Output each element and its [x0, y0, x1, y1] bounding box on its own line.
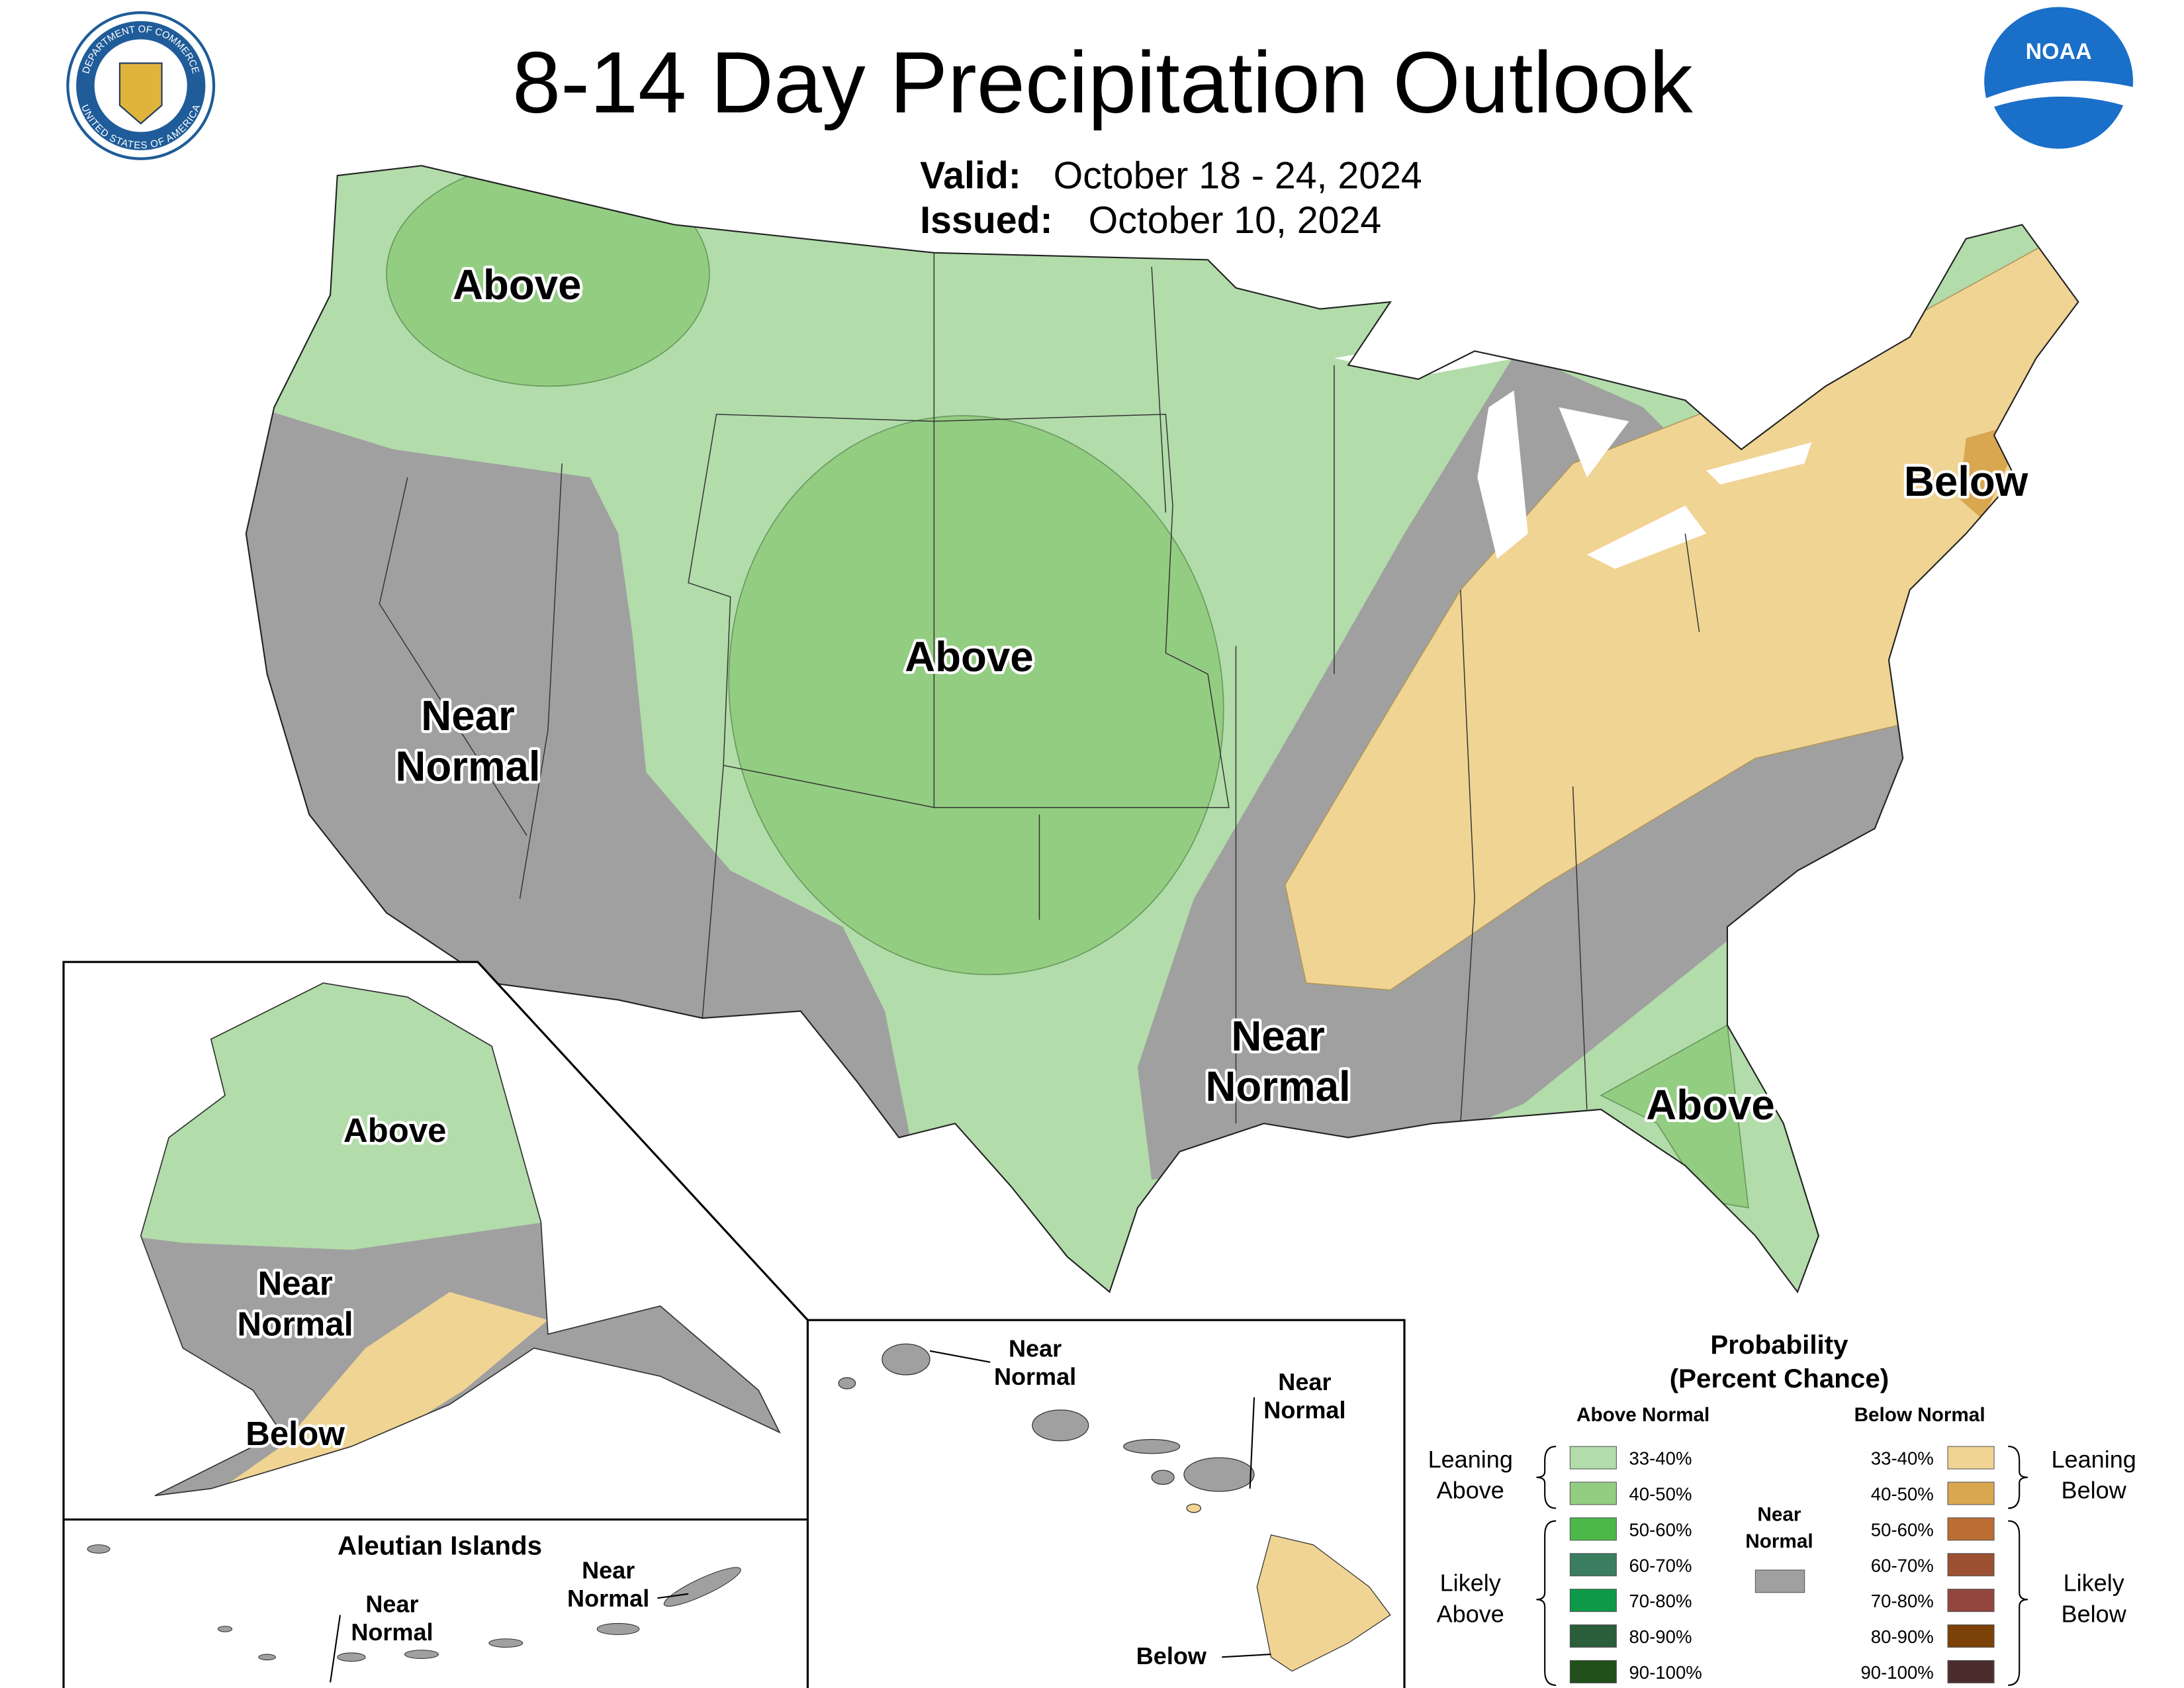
legend-group-label: Leaning	[2052, 1446, 2136, 1473]
legend-group-label: Likely	[2064, 1570, 2124, 1597]
hawaii-leaders	[929, 1350, 1271, 1658]
legend-swatch	[1569, 1553, 1617, 1577]
legend-item-label: 90-100%	[1860, 1662, 1933, 1683]
conus-outline	[245, 165, 2079, 1293]
state-borders	[379, 252, 1700, 1124]
legend-group-label: Above	[1437, 1600, 1504, 1627]
legend-item-label: 90-100%	[1629, 1662, 1702, 1683]
legend-group-label: Below	[2062, 1600, 2127, 1627]
region-above-florida	[1600, 1024, 1749, 1209]
legend-swatch	[1569, 1589, 1617, 1613]
hawaii-label: Below	[1136, 1642, 1207, 1669]
region-label: Normal	[1205, 1063, 1350, 1110]
ak-below	[210, 1291, 548, 1496]
aleutian-leaders	[330, 1593, 689, 1683]
aleutian-label: Normal	[567, 1585, 649, 1612]
legend-group-label: Below	[2062, 1477, 2127, 1504]
aleutian-islands	[87, 1544, 741, 1662]
legend-swatch	[1569, 1624, 1617, 1648]
legend-item-label: 50-60%	[1871, 1519, 1934, 1540]
aleutian-title: Aleutian Islands	[338, 1530, 542, 1560]
issued-label: Issued:	[920, 199, 1053, 242]
legend-item-label: 50-60%	[1629, 1519, 1692, 1540]
alaska-label: Below	[246, 1415, 345, 1452]
legend-group-label: Likely	[1440, 1570, 1501, 1597]
region-label: Near	[1231, 1013, 1324, 1060]
valid-label: Valid:	[920, 154, 1021, 197]
legend-title: Probability	[1710, 1330, 1848, 1360]
commerce-seal	[66, 11, 216, 160]
hawaii-label: Near	[1278, 1368, 1331, 1395]
legend-title: (Percent Chance)	[1670, 1364, 1889, 1393]
hawaii-islands	[838, 1343, 1391, 1672]
legend-swatch	[1947, 1660, 1995, 1683]
legend-swatch	[1947, 1553, 1995, 1577]
region-label: Below	[1904, 458, 2028, 505]
region-label: Normal	[395, 743, 540, 790]
legend-swatch	[1947, 1624, 1995, 1648]
legend-swatch	[1569, 1517, 1617, 1541]
legend-swatch	[1569, 1446, 1617, 1470]
legend-swatch	[1569, 1481, 1617, 1505]
legend-item-label: 80-90%	[1871, 1626, 1934, 1647]
legend-item-label: 60-70%	[1871, 1555, 1934, 1575]
aleutian-label: Near	[582, 1557, 635, 1584]
legend-item-label: 70-80%	[1871, 1591, 1934, 1611]
hawaii-label: Near	[1009, 1335, 1062, 1362]
legend-heading: Above Normal	[1576, 1404, 1709, 1426]
legend-item-label: 60-70%	[1629, 1555, 1692, 1575]
legend-swatch	[1947, 1481, 1995, 1505]
alaska-label: Normal	[237, 1305, 353, 1343]
issued-date: October 10, 2024	[1089, 199, 1382, 242]
legend-swatch	[1947, 1517, 1995, 1541]
legend-item-label: 33-40%	[1871, 1448, 1934, 1469]
region-label: Above	[905, 633, 1033, 680]
noaa-text: NOAA	[2026, 39, 2092, 64]
legend-near-label: Near	[1757, 1504, 1801, 1526]
valid-dates: October 18 - 24, 2024	[1054, 154, 1422, 197]
legend-near-label: Normal	[1745, 1530, 1813, 1552]
region-above-40	[386, 165, 710, 387]
hawaii-label: Normal	[1263, 1397, 1345, 1424]
aleutian-label: Near	[365, 1590, 418, 1617]
legend-item-label: 40-50%	[1871, 1484, 1934, 1505]
legend-heading: Below Normal	[1854, 1404, 1985, 1426]
legend-item-label: 33-40%	[1629, 1448, 1692, 1469]
alaska-label: Above	[343, 1111, 447, 1149]
alaska-label: Near	[257, 1264, 332, 1302]
legend-group-label: Above	[1437, 1477, 1504, 1504]
region-label: Above	[1646, 1082, 1774, 1129]
title: 8-14 Day Precipitation Outlook	[512, 34, 1693, 131]
aleutian-label: Normal	[351, 1618, 433, 1646]
legend-item-label: 40-50%	[1629, 1484, 1692, 1505]
legend-item-label: 80-90%	[1629, 1626, 1692, 1647]
noaa-logo	[1984, 7, 2134, 163]
legend-swatch	[1569, 1660, 1617, 1683]
legend-swatch	[1947, 1589, 1995, 1613]
hawaii-label: Normal	[994, 1363, 1076, 1390]
legend-swatch	[1947, 1446, 1995, 1470]
region-label: Near	[421, 692, 514, 739]
region-below-40	[1959, 428, 2009, 520]
alaska-outline	[140, 982, 781, 1497]
legend-swatch	[1754, 1570, 1805, 1593]
legend-group-label: Leaning	[1428, 1446, 1513, 1473]
region-label: Above	[453, 261, 581, 308]
region-below-east	[1284, 209, 2079, 991]
legend-item-label: 70-80%	[1629, 1591, 1692, 1611]
legend-brackets	[1536, 1446, 2028, 1686]
